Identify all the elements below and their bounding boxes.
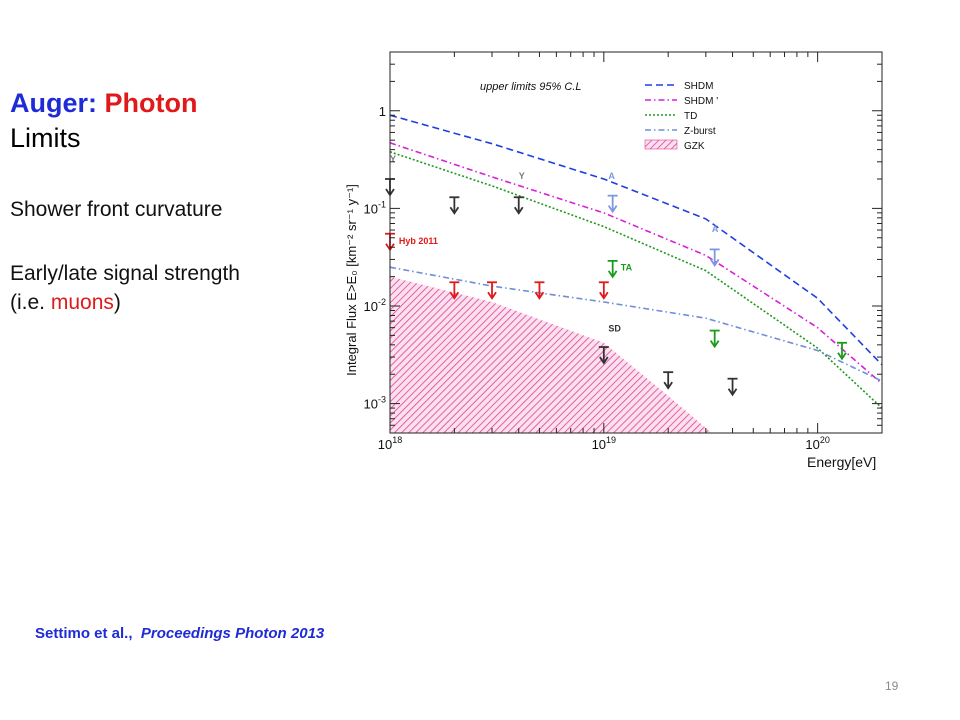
legend-entry: SHDM xyxy=(684,81,713,92)
legend-entry: TD xyxy=(684,111,697,122)
limit-arrow xyxy=(598,346,609,365)
citation-venue: Proceedings Photon 2013 xyxy=(140,625,325,642)
citation-authors: Settimo et al., xyxy=(35,625,133,642)
citation: Settimo et al., Proceedings Photon 2013 xyxy=(35,625,324,642)
annotation-label: Y xyxy=(519,171,525,181)
limit-arrow xyxy=(836,341,847,361)
limit-arrow xyxy=(598,281,609,300)
y-tick-label: 10-3 xyxy=(364,395,386,412)
bullet-muons: (i.e. muons) xyxy=(10,289,121,317)
bullet-muons-prefix: (i.e. xyxy=(10,291,51,314)
bullet-muons-highlight: muons xyxy=(50,291,114,314)
annotation-label: TA xyxy=(621,263,633,273)
title-limits: Limits xyxy=(10,123,81,153)
limit-arrow xyxy=(607,194,618,214)
annotation-label: Hyb 2011 xyxy=(399,236,438,246)
limit-arrow xyxy=(607,259,618,279)
limit-arrow xyxy=(534,281,545,300)
limit-arrow xyxy=(449,196,460,215)
series-line-z-burst xyxy=(389,266,883,382)
bullet-signal-strength: Early/late signal strength xyxy=(10,262,240,285)
title-auger: Auger: xyxy=(10,88,97,118)
legend-entry: Z-burst xyxy=(684,126,716,137)
limit-arrow xyxy=(709,329,720,349)
gzk-band-layer xyxy=(390,276,712,433)
page-number: 19 xyxy=(885,679,899,693)
limit-arrow xyxy=(449,281,460,300)
y-tick-label: 1 xyxy=(379,104,386,119)
limit-arrow xyxy=(513,196,524,215)
series-line-td xyxy=(389,151,883,409)
legend: SHDM SHDM ' TD Z-burst GZK xyxy=(644,81,718,152)
bullet-muons-suffix: ) xyxy=(113,291,121,314)
legend-entry: SHDM ' xyxy=(684,96,718,107)
plot-frame xyxy=(389,51,883,434)
legend-swatch-gzk xyxy=(644,139,678,150)
x-tick-label: 1019 xyxy=(592,435,616,452)
limit-arrow xyxy=(487,281,498,300)
chart-title: upper limits 95% C.L xyxy=(480,81,582,93)
limit-arrow xyxy=(663,371,674,390)
annotation-layer: Hyb 2011 TA SD Y Y A A xyxy=(390,154,719,334)
photon-limits-chart: Hyb 2011 TA SD Y Y A A 1018 1019 1020 10-3 10-2 10-… xyxy=(344,51,883,470)
y-tick-label: 10-2 xyxy=(364,297,386,314)
annotation-label: Y xyxy=(390,154,396,164)
annotation-label: SD xyxy=(608,323,621,333)
y-axis-label: Integral Flux E>E₀ [km⁻² sr⁻¹ y⁻¹] xyxy=(344,184,359,376)
x-tick-label: 1020 xyxy=(805,435,829,452)
annotation-label: A xyxy=(608,171,615,181)
annotation-label: A xyxy=(712,224,719,234)
series-line-shdm xyxy=(389,142,883,385)
limit-arrow xyxy=(709,248,720,268)
title-photon: Photon xyxy=(104,88,198,118)
bullet-shower-front: Shower front curvature xyxy=(10,198,223,221)
x-tick-label: 1018 xyxy=(378,435,402,452)
x-axis-label: Energy[eV] xyxy=(807,454,876,470)
series-line-shdm xyxy=(389,114,883,366)
series-layer xyxy=(389,114,883,409)
y-tick-label: 10-1 xyxy=(364,199,386,216)
slide-title: Auger: Photon Limits xyxy=(10,86,198,156)
legend-entry: GZK xyxy=(684,141,705,152)
limit-arrow xyxy=(727,377,738,397)
gzk-band xyxy=(390,276,712,433)
